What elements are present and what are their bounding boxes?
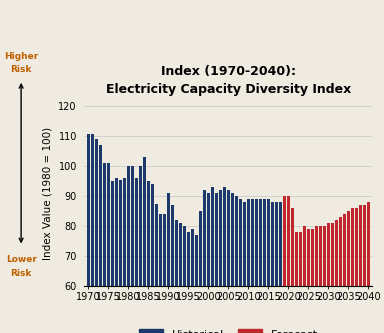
Bar bbox=[259, 199, 262, 286]
Bar bbox=[142, 157, 146, 286]
Bar bbox=[355, 208, 358, 286]
Bar bbox=[131, 166, 134, 286]
Bar bbox=[199, 211, 202, 286]
Bar bbox=[170, 205, 174, 286]
Bar bbox=[203, 190, 206, 286]
Bar bbox=[111, 181, 114, 286]
Bar bbox=[119, 179, 122, 286]
Bar bbox=[243, 202, 246, 286]
Bar bbox=[359, 205, 362, 286]
Bar bbox=[91, 135, 94, 286]
Bar bbox=[303, 226, 306, 286]
Bar bbox=[307, 229, 310, 286]
Legend: Historical, Forecast: Historical, Forecast bbox=[139, 329, 318, 333]
Bar bbox=[195, 235, 198, 286]
Bar bbox=[135, 178, 138, 286]
Bar bbox=[283, 196, 286, 286]
Bar bbox=[362, 205, 366, 286]
Bar bbox=[299, 232, 302, 286]
Text: Risk: Risk bbox=[10, 65, 32, 75]
Bar bbox=[94, 139, 98, 286]
Bar bbox=[351, 208, 354, 286]
Bar bbox=[187, 232, 190, 286]
Bar bbox=[115, 178, 118, 286]
Title: Index (1970-2040):
Electricity Capacity Diversity Index: Index (1970-2040): Electricity Capacity … bbox=[106, 65, 351, 96]
Text: Risk: Risk bbox=[10, 268, 32, 278]
Bar bbox=[311, 229, 314, 286]
Bar bbox=[275, 202, 278, 286]
Bar bbox=[347, 211, 350, 286]
Bar bbox=[227, 190, 230, 286]
Bar bbox=[231, 193, 234, 286]
Bar bbox=[207, 193, 210, 286]
Bar bbox=[159, 214, 162, 286]
Bar bbox=[139, 166, 142, 286]
Bar bbox=[211, 187, 214, 286]
Bar bbox=[218, 190, 222, 286]
Bar bbox=[155, 204, 158, 286]
Bar bbox=[255, 199, 258, 286]
Bar bbox=[291, 208, 294, 286]
Bar bbox=[127, 166, 130, 286]
Bar bbox=[279, 202, 282, 286]
Bar bbox=[163, 214, 166, 286]
Bar bbox=[286, 196, 290, 286]
Bar bbox=[238, 199, 242, 286]
Bar bbox=[271, 202, 274, 286]
Bar bbox=[323, 226, 326, 286]
Bar bbox=[367, 202, 370, 286]
Bar bbox=[235, 196, 238, 286]
Bar bbox=[327, 223, 330, 286]
Bar bbox=[331, 223, 334, 286]
Bar bbox=[122, 178, 126, 286]
Bar bbox=[223, 187, 226, 286]
Text: Higher: Higher bbox=[4, 52, 38, 61]
Bar bbox=[263, 199, 266, 286]
Bar bbox=[319, 226, 322, 286]
Bar bbox=[266, 199, 270, 286]
Bar bbox=[103, 163, 106, 286]
Bar bbox=[339, 217, 342, 286]
Bar bbox=[107, 163, 110, 286]
Bar bbox=[334, 220, 338, 286]
Bar bbox=[247, 199, 250, 286]
Bar bbox=[190, 229, 194, 286]
Bar bbox=[343, 214, 346, 286]
Bar bbox=[87, 135, 90, 286]
Bar bbox=[167, 193, 170, 286]
Bar bbox=[179, 223, 182, 286]
Bar bbox=[314, 226, 318, 286]
Y-axis label: Index Value (1980 = 100): Index Value (1980 = 100) bbox=[43, 127, 53, 260]
Bar bbox=[175, 220, 178, 286]
Text: Lower: Lower bbox=[6, 255, 36, 264]
Bar bbox=[215, 193, 218, 286]
Bar bbox=[99, 145, 102, 286]
Bar bbox=[183, 226, 186, 286]
Bar bbox=[147, 181, 150, 286]
Bar bbox=[295, 232, 298, 286]
Bar bbox=[151, 184, 154, 286]
Bar bbox=[251, 199, 254, 286]
